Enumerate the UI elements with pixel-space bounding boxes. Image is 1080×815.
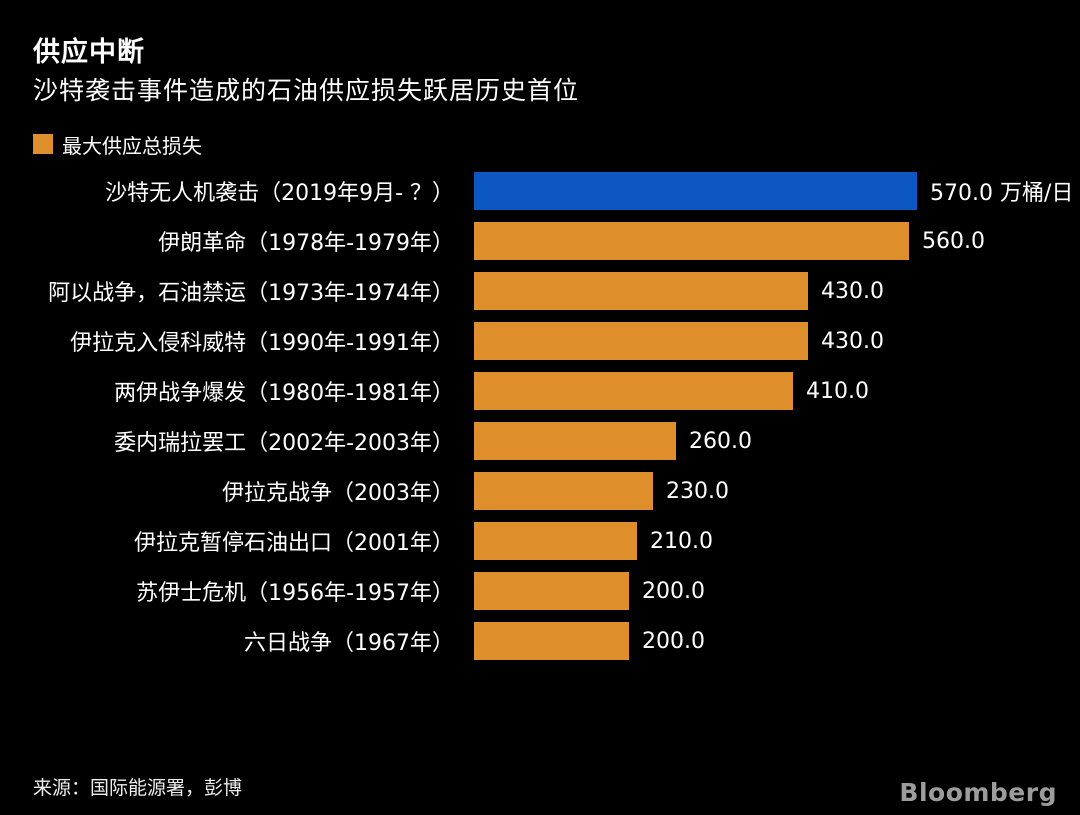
bar [474, 372, 793, 410]
bar [474, 172, 917, 210]
bar-category-label: 伊拉克入侵科威特（1990年-1991年） [70, 331, 454, 356]
bar-value-label: 560.0 [922, 228, 985, 254]
chart-row: 两伊战争爆发（1980年-1981年） 410.0 [0, 366, 1080, 416]
chart-row: 六日战争（1967年） 200.0 [0, 616, 1080, 666]
bar-value-label: 210.0 [650, 528, 713, 554]
bar-value-label: 200.0 [642, 578, 705, 604]
bar-value-label: 200.0 [642, 628, 705, 654]
chart-row: 伊拉克入侵科威特（1990年-1991年） 430.0 [0, 316, 1080, 366]
bar [474, 622, 629, 660]
bar-value-label: 430.0 [821, 278, 884, 304]
chart-row: 沙特无人机袭击（2019年9月- ？） 570.0 万桶/日 [0, 166, 1080, 216]
bar-category-label: 伊朗革命（1978年-1979年） [158, 231, 454, 256]
bar-category-label: 委内瑞拉罢工（2002年-2003年） [114, 431, 454, 456]
bar-value-label: 570.0 万桶/日 [930, 181, 1074, 206]
chart-row: 苏伊士危机（1956年-1957年） 200.0 [0, 566, 1080, 616]
bar-category-label: 两伊战争爆发（1980年-1981年） [114, 381, 454, 406]
bar-category-label: 伊拉克战争（2003年） [222, 481, 454, 506]
bar-value-label: 410.0 [806, 378, 869, 404]
chart-subtitle: 沙特袭击事件造成的石油供应损失跃居历史首位 [33, 76, 580, 105]
bar [474, 572, 629, 610]
bar-category-label: 阿以战争，石油禁运（1973年-1974年） [48, 281, 454, 306]
bar [474, 272, 808, 310]
legend-swatch-icon [33, 134, 53, 154]
chart-row: 伊拉克战争（2003年） 230.0 [0, 466, 1080, 516]
bar [474, 222, 909, 260]
bloomberg-logo: Bloomberg [899, 778, 1057, 807]
legend-label: 最大供应总损失 [62, 133, 202, 158]
bar [474, 472, 653, 510]
bar-chart: 沙特无人机袭击（2019年9月- ？） 570.0 万桶/日伊朗革命（1978年-… [0, 166, 1080, 666]
chart-row: 伊朗革命（1978年-1979年） 560.0 [0, 216, 1080, 266]
bar [474, 422, 676, 460]
bar [474, 522, 637, 560]
source-note: 来源：国际能源署，彭博 [33, 777, 243, 799]
bar-category-label: 伊拉克暂停石油出口（2001年） [134, 531, 454, 556]
bar-value-label: 260.0 [689, 428, 752, 454]
chart-row: 阿以战争，石油禁运（1973年-1974年） 430.0 [0, 266, 1080, 316]
legend: 最大供应总损失 [33, 133, 202, 158]
bar-category-label: 沙特无人机袭击（2019年9月- ？） [105, 181, 454, 206]
bar [474, 322, 808, 360]
bar-value-label: 430.0 [821, 328, 884, 354]
bar-category-label: 六日战争（1967年） [244, 631, 454, 656]
chart-title: 供应中断 [33, 37, 145, 68]
bar-value-label: 230.0 [666, 478, 729, 504]
chart-row: 委内瑞拉罢工（2002年-2003年） 260.0 [0, 416, 1080, 466]
bar-category-label: 苏伊士危机（1956年-1957年） [136, 581, 454, 606]
chart-row: 伊拉克暂停石油出口（2001年） 210.0 [0, 516, 1080, 566]
